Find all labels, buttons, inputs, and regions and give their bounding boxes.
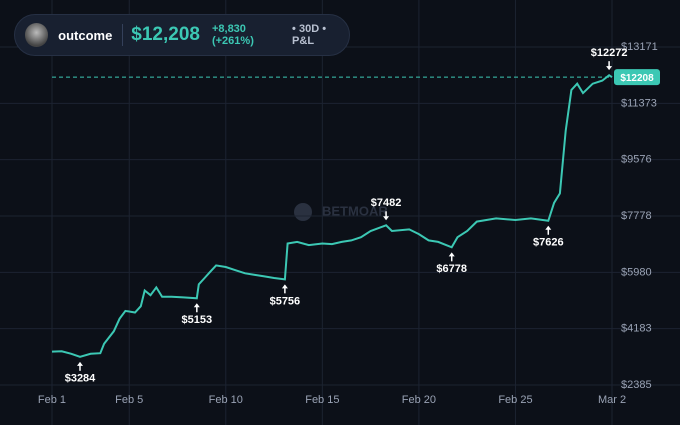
- y-tick-label: $9576: [621, 154, 652, 166]
- pnl-value: $12,208: [131, 24, 200, 45]
- y-tick-label: $7778: [621, 210, 652, 222]
- annotation-label: $5756: [270, 295, 301, 307]
- watermark-logo: [294, 203, 312, 221]
- annotation-arrowhead: [448, 252, 455, 257]
- watermark: BETMOAR: [322, 203, 388, 218]
- y-tick-label: $13171: [621, 41, 658, 53]
- current-label: $12208: [620, 73, 654, 84]
- x-tick-label: Feb 15: [305, 394, 339, 406]
- annotation-label: $7482: [371, 197, 402, 209]
- x-tick-label: Mar 2: [598, 394, 626, 406]
- annotation-arrowhead: [383, 216, 390, 221]
- annotation-arrowhead: [545, 225, 552, 230]
- annotation-arrowhead: [606, 66, 613, 71]
- annotation-label: $5153: [182, 314, 213, 326]
- pnl-change: +8,830 (+261%): [211, 23, 254, 47]
- user-name: outcome: [58, 27, 113, 43]
- avatar: [25, 23, 49, 47]
- x-tick-label: Feb 5: [115, 394, 143, 406]
- x-tick-label: Feb 1: [38, 394, 66, 406]
- y-tick-label: $5980: [621, 266, 652, 278]
- current-badge: [614, 69, 660, 86]
- annotation-label: $12272: [591, 47, 628, 59]
- annotation-label: $3284: [65, 373, 96, 385]
- y-tick-label: $2385: [621, 379, 652, 391]
- pnl-line: [51, 73, 613, 358]
- annotation-arrowhead: [77, 361, 83, 366]
- x-tick-label: Feb 20: [402, 394, 436, 406]
- y-tick-label: $11373: [621, 97, 657, 109]
- annotation-label: $7626: [533, 237, 564, 249]
- annotation-arrowhead: [281, 284, 288, 289]
- annotation-label: $6778: [436, 263, 467, 275]
- x-tick-label: Feb 25: [498, 394, 532, 406]
- x-tick-label: Feb 10: [209, 394, 243, 406]
- header: outcome $12,208 +8,830 (+261%) • 30D • P…: [14, 14, 350, 56]
- annotation-arrowhead: [193, 303, 200, 308]
- y-tick-label: $4183: [621, 323, 652, 335]
- period: • 30D • P&L: [292, 23, 327, 47]
- separator: [122, 24, 124, 46]
